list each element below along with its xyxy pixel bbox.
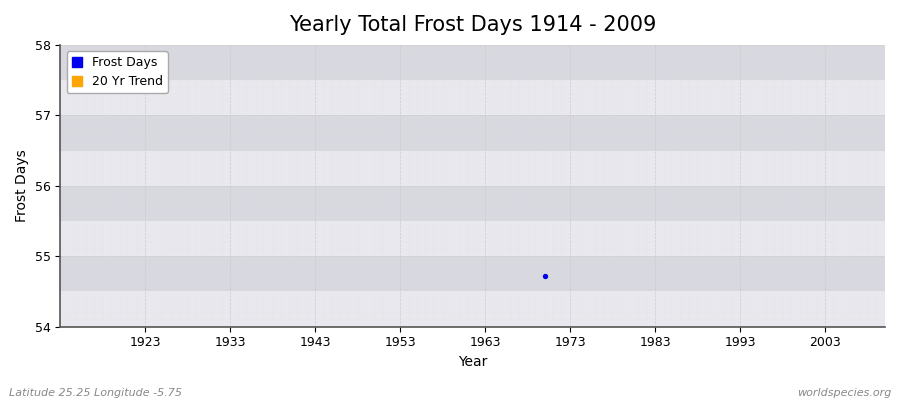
Bar (60, 256, 885, 292)
Bar (60, 45, 885, 80)
Y-axis label: Frost Days: Frost Days (15, 150, 29, 222)
Bar (60, 292, 885, 327)
X-axis label: Year: Year (458, 355, 487, 369)
Title: Yearly Total Frost Days 1914 - 2009: Yearly Total Frost Days 1914 - 2009 (289, 15, 656, 35)
Text: worldspecies.org: worldspecies.org (796, 388, 891, 398)
Text: Latitude 25.25 Longitude -5.75: Latitude 25.25 Longitude -5.75 (9, 388, 182, 398)
Bar (60, 221, 885, 256)
Legend: Frost Days, 20 Yr Trend: Frost Days, 20 Yr Trend (67, 51, 167, 93)
Bar (60, 115, 885, 150)
Point (537, 273, 552, 279)
Bar (60, 186, 885, 221)
Bar (60, 150, 885, 186)
Bar (60, 80, 885, 115)
